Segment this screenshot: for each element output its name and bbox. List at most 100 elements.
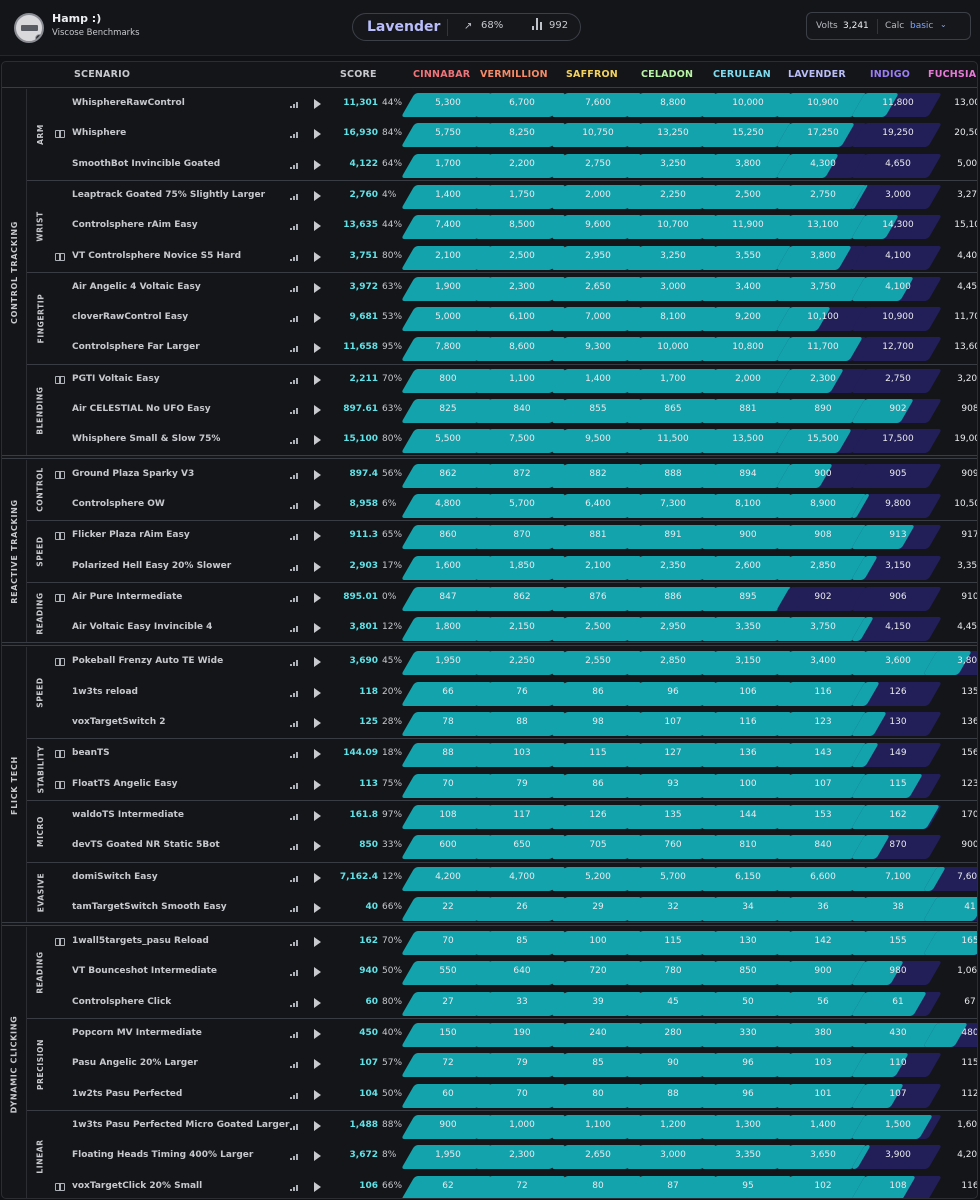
leaderboard-icon[interactable] <box>290 130 300 139</box>
book-icon[interactable] <box>55 1182 66 1192</box>
user-name[interactable]: Hamp :) <box>52 12 102 25</box>
scenario-name[interactable]: Controlsphere OW <box>72 498 165 509</box>
scenario-name[interactable]: cloverRawControl Easy <box>72 312 189 323</box>
scenario-name[interactable]: domiSwitch Easy <box>72 871 158 882</box>
play-icon[interactable] <box>314 1120 321 1131</box>
leaderboard-icon[interactable] <box>290 689 300 697</box>
play-icon[interactable] <box>314 190 321 201</box>
play-icon[interactable] <box>314 718 321 728</box>
play-icon[interactable] <box>314 1059 321 1070</box>
book-icon[interactable] <box>55 780 66 790</box>
scenario-name[interactable]: 1w3ts reload <box>72 686 138 697</box>
book-icon[interactable] <box>55 252 66 262</box>
scenario-name[interactable]: Air CELESTIAL No UFO Easy <box>72 404 211 414</box>
play-icon[interactable] <box>314 282 321 293</box>
leaderboard-icon[interactable] <box>290 344 300 353</box>
scenario-name[interactable]: FloatTS Angelic Easy <box>72 778 178 789</box>
scenario-name[interactable]: Pasu Angelic 20% Larger <box>72 1058 198 1069</box>
scenario-name[interactable]: Whisphere Small & Slow 75% <box>72 434 221 445</box>
play-icon[interactable] <box>314 902 321 913</box>
leaderboard-icon[interactable] <box>290 253 300 261</box>
leaderboard-icon[interactable] <box>290 406 300 414</box>
leaderboard-icon[interactable] <box>290 376 300 384</box>
scenario-name[interactable]: devTS Goated NR Static 5Bot <box>72 840 220 851</box>
book-icon[interactable] <box>55 938 66 947</box>
book-icon[interactable] <box>55 658 66 667</box>
scenario-name[interactable]: Controlsphere Far Larger <box>72 342 200 353</box>
book-icon[interactable] <box>55 375 66 385</box>
play-icon[interactable] <box>314 749 321 760</box>
scenario-name[interactable]: SmoothBot Invincible Goated <box>72 158 221 169</box>
play-icon[interactable] <box>314 1151 321 1162</box>
play-icon[interactable] <box>314 313 321 324</box>
leaderboard-icon[interactable] <box>290 1060 300 1069</box>
play-icon[interactable] <box>314 159 321 170</box>
leaderboard-icon[interactable] <box>290 192 300 200</box>
play-icon[interactable] <box>314 251 321 262</box>
play-icon[interactable] <box>314 435 321 446</box>
scenario-name[interactable]: Polarized Hell Easy 20% Slower <box>72 560 232 571</box>
play-icon[interactable] <box>314 99 321 109</box>
leaderboard-icon[interactable] <box>290 471 300 479</box>
play-icon[interactable] <box>314 967 321 978</box>
leaderboard-icon[interactable] <box>290 1122 300 1130</box>
leaderboard-icon[interactable] <box>290 1030 300 1038</box>
scenario-name[interactable]: voxTargetClick 20% Small <box>72 1180 203 1191</box>
scenario-name[interactable]: WhisphereRawControl <box>72 98 185 108</box>
play-icon[interactable] <box>314 779 321 790</box>
scenario-name[interactable]: VT Controlsphere Novice S5 Hard <box>72 250 242 261</box>
play-icon[interactable] <box>314 997 321 1008</box>
book-icon[interactable] <box>55 593 66 603</box>
leaderboard-icon[interactable] <box>290 1091 300 1099</box>
scenario-name[interactable]: waldoTS Intermediate <box>72 809 184 820</box>
leaderboard-icon[interactable] <box>290 1152 300 1161</box>
scenario-name[interactable]: PGTI Voltaic Easy <box>72 373 160 384</box>
leaderboard-icon[interactable] <box>290 781 300 789</box>
scenario-name[interactable]: voxTargetSwitch 2 <box>72 717 166 727</box>
scenario-name[interactable]: Ground Plaza Sparky V3 <box>72 468 195 479</box>
leaderboard-icon[interactable] <box>290 501 300 509</box>
play-icon[interactable] <box>314 1029 321 1039</box>
leaderboard-icon[interactable] <box>290 100 300 108</box>
scenario-name[interactable]: beanTS <box>72 748 110 759</box>
play-icon[interactable] <box>314 374 321 385</box>
leaderboard-icon[interactable] <box>290 161 300 169</box>
book-icon[interactable] <box>55 470 66 480</box>
play-icon[interactable] <box>314 623 321 634</box>
leaderboard-icon[interactable] <box>290 658 300 667</box>
scenario-name[interactable]: Popcorn MV Intermediate <box>72 1028 202 1038</box>
leaderboard-icon[interactable] <box>290 1183 300 1191</box>
play-icon[interactable] <box>314 592 321 603</box>
play-icon[interactable] <box>314 221 321 232</box>
leaderboard-icon[interactable] <box>290 719 300 727</box>
book-icon[interactable] <box>55 750 66 759</box>
play-icon[interactable] <box>314 405 321 415</box>
play-icon[interactable] <box>314 872 321 883</box>
play-icon[interactable] <box>314 1181 321 1192</box>
play-icon[interactable] <box>314 687 321 698</box>
scenario-name[interactable]: tamTargetSwitch Smooth Easy <box>72 901 227 912</box>
book-icon[interactable] <box>55 130 66 139</box>
chevron-down-icon[interactable]: ⌄ <box>940 20 947 29</box>
leaderboard-icon[interactable] <box>290 904 300 912</box>
scenario-name[interactable]: Leaptrack Goated 75% Slightly Larger <box>72 189 266 200</box>
leaderboard-icon[interactable] <box>290 812 300 820</box>
leaderboard-icon[interactable] <box>290 938 300 947</box>
play-icon[interactable] <box>314 469 321 480</box>
leaderboard-icon[interactable] <box>290 563 300 571</box>
leaderboard-icon[interactable] <box>290 436 300 445</box>
scenario-name[interactable]: Floating Heads Timing 400% Larger <box>72 1150 254 1161</box>
play-icon[interactable] <box>314 657 321 668</box>
scenario-name[interactable]: VT Bounceshot Intermediate <box>72 966 218 977</box>
leaderboard-icon[interactable] <box>290 594 300 602</box>
play-icon[interactable] <box>314 810 321 821</box>
play-icon[interactable] <box>314 531 321 542</box>
book-icon[interactable] <box>55 532 66 541</box>
scenario-name[interactable]: Controlsphere Click <box>72 996 172 1007</box>
leaderboard-icon[interactable] <box>290 968 300 977</box>
leaderboard-icon[interactable] <box>290 532 300 541</box>
play-icon[interactable] <box>314 343 321 354</box>
avatar[interactable] <box>14 13 44 43</box>
scenario-name[interactable]: Controlsphere rAim Easy <box>72 220 198 231</box>
play-icon[interactable] <box>314 937 321 948</box>
